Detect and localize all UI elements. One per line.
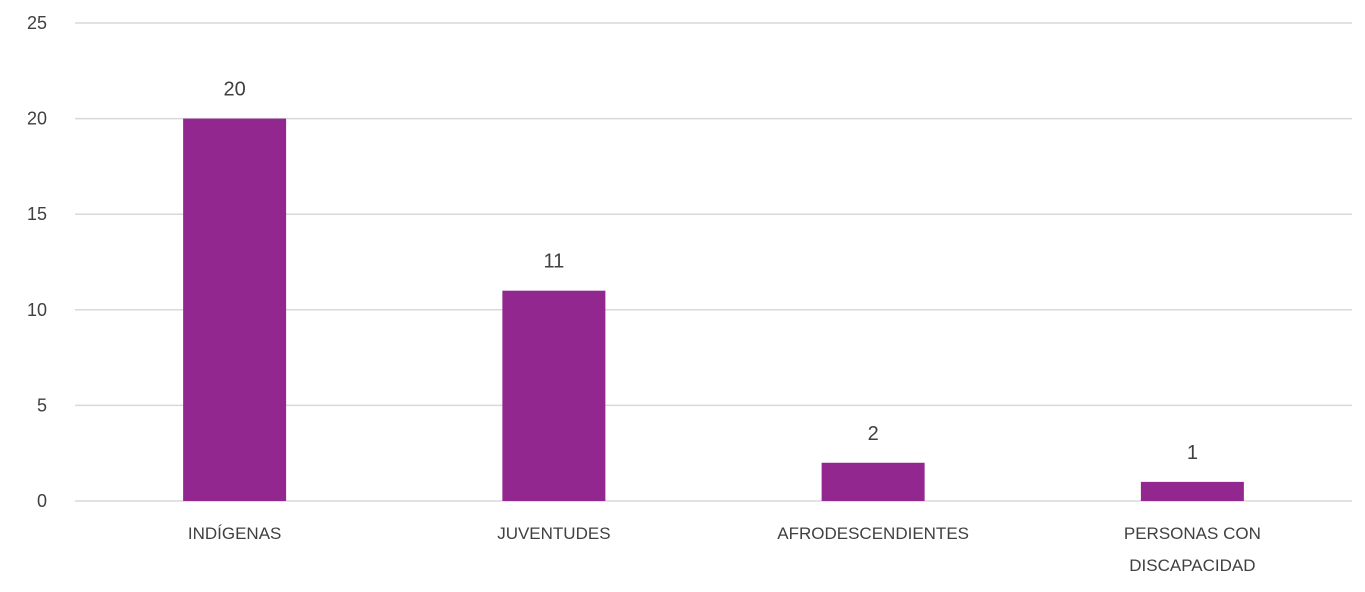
data-label: 11: [543, 251, 564, 273]
y-tick-label: 20: [27, 109, 47, 129]
y-tick-label: 10: [27, 300, 47, 320]
x-axis-category-labels: INDÍGENAS JUVENTUDES AFRODESCENDIENTES PERS…: [188, 524, 1261, 575]
bar-1: [502, 290, 606, 501]
gridlines: [75, 22, 1352, 502]
y-tick-label: 5: [37, 395, 47, 415]
category-label: DISCAPACIDAD: [1129, 556, 1255, 575]
data-label: 20: [224, 79, 246, 101]
bars: [183, 118, 1244, 501]
y-axis-tick-labels: 0 5 10 15 20 25: [27, 13, 47, 511]
data-labels: 20 11 2 1: [224, 79, 1198, 464]
y-tick-label: 15: [27, 204, 47, 224]
data-label: 1: [1187, 442, 1198, 464]
bar-0: [183, 118, 287, 501]
bar-3: [1140, 481, 1244, 501]
data-label: 2: [868, 423, 879, 445]
y-tick-label: 0: [37, 491, 47, 511]
category-label: INDÍGENAS: [188, 524, 282, 543]
category-label: AFRODESCENDIENTES: [777, 524, 969, 543]
y-tick-label: 25: [27, 13, 47, 33]
bar-2: [821, 462, 925, 501]
category-label: PERSONAS CON: [1124, 524, 1261, 543]
category-label: JUVENTUDES: [497, 524, 610, 543]
